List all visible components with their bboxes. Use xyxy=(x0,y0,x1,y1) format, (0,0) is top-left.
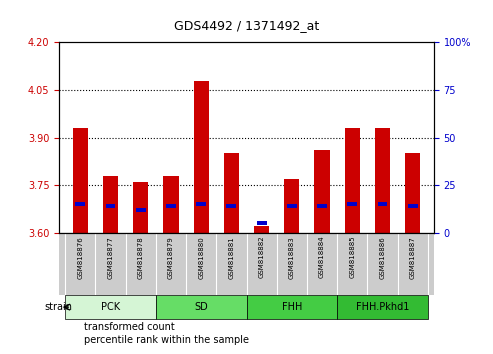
Bar xyxy=(194,81,209,233)
Bar xyxy=(284,179,299,233)
Text: GDS4492 / 1371492_at: GDS4492 / 1371492_at xyxy=(174,19,319,32)
Bar xyxy=(106,204,115,208)
Bar xyxy=(378,202,387,206)
Bar xyxy=(224,154,239,233)
Bar xyxy=(67,326,74,327)
Bar xyxy=(166,204,176,208)
Text: GSM818880: GSM818880 xyxy=(198,236,204,279)
Bar xyxy=(136,208,145,212)
Text: GSM818882: GSM818882 xyxy=(259,236,265,279)
Bar xyxy=(287,204,297,208)
Text: FHH.Pkhd1: FHH.Pkhd1 xyxy=(356,302,409,312)
Text: GSM818885: GSM818885 xyxy=(349,236,355,279)
Text: transformed count: transformed count xyxy=(83,322,174,332)
Bar xyxy=(257,221,267,225)
Bar xyxy=(65,295,156,319)
Bar xyxy=(337,295,428,319)
Bar xyxy=(75,202,85,206)
Text: GSM818878: GSM818878 xyxy=(138,236,144,279)
Bar xyxy=(156,295,246,319)
Bar xyxy=(196,202,206,206)
Bar xyxy=(317,204,327,208)
Bar xyxy=(348,202,357,206)
Text: PCK: PCK xyxy=(101,302,120,312)
Text: FHH: FHH xyxy=(282,302,302,312)
Text: SD: SD xyxy=(194,302,208,312)
Bar xyxy=(133,182,148,233)
Bar xyxy=(254,227,269,233)
Text: percentile rank within the sample: percentile rank within the sample xyxy=(83,335,248,345)
Text: GSM818879: GSM818879 xyxy=(168,236,174,279)
Text: GSM818883: GSM818883 xyxy=(289,236,295,279)
Bar xyxy=(226,204,236,208)
Bar xyxy=(246,295,337,319)
Text: GSM818886: GSM818886 xyxy=(380,236,386,279)
Bar xyxy=(163,176,178,233)
Text: GSM818876: GSM818876 xyxy=(77,236,83,279)
Text: GSM818877: GSM818877 xyxy=(107,236,113,279)
Text: GSM818884: GSM818884 xyxy=(319,236,325,279)
Bar xyxy=(67,339,74,341)
Bar xyxy=(103,176,118,233)
Text: GSM818881: GSM818881 xyxy=(228,236,234,279)
Bar xyxy=(408,204,418,208)
Bar xyxy=(345,128,360,233)
Bar xyxy=(375,128,390,233)
Bar xyxy=(315,150,330,233)
Bar xyxy=(73,128,88,233)
Bar xyxy=(405,154,420,233)
Text: GSM818887: GSM818887 xyxy=(410,236,416,279)
Text: strain: strain xyxy=(44,302,72,312)
